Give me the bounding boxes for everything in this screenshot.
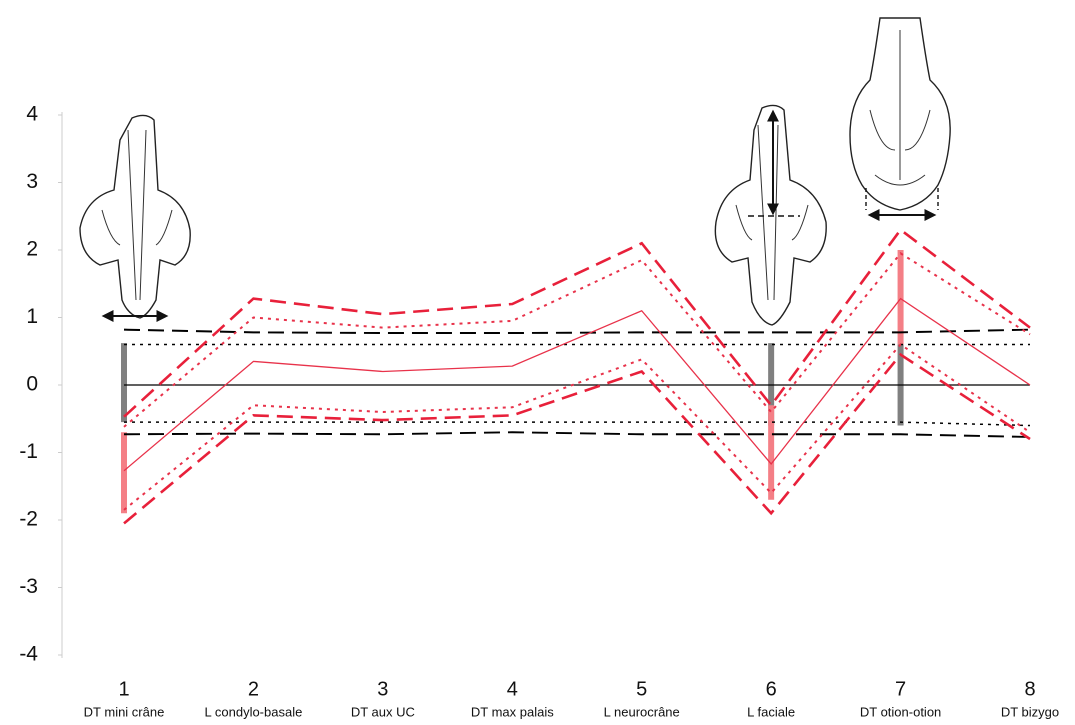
y-tick-label: 1 <box>26 305 38 328</box>
category-label: DT bizygo <box>1001 704 1059 719</box>
x-tick-label: 2 <box>248 678 259 700</box>
series-line <box>123 297 1031 472</box>
y-tick-label: -4 <box>19 643 38 666</box>
x-tick-label: 6 <box>766 678 777 700</box>
y-tick-label: 4 <box>26 103 38 126</box>
category-label: DT mini crâne <box>84 704 165 719</box>
category-label: L condylo-basale <box>205 704 303 719</box>
x-tick-label: 8 <box>1024 678 1035 700</box>
series-line <box>123 252 1031 428</box>
category-label: DT aux UC <box>351 704 415 719</box>
x-tick-label: 1 <box>118 678 129 700</box>
series-line <box>123 431 1031 438</box>
x-tick-label: 7 <box>895 678 906 700</box>
series-line <box>123 227 1031 418</box>
y-tick-label: -2 <box>19 508 38 531</box>
x-tick-label: 3 <box>377 678 388 700</box>
category-label: DT max palais <box>471 704 554 719</box>
series-line <box>123 343 1031 511</box>
category-label: DT otion-otion <box>860 704 941 719</box>
y-tick-label: -3 <box>19 575 38 598</box>
series-line <box>124 421 1031 427</box>
y-tick-label: -1 <box>19 440 38 463</box>
y-tick-label: 2 <box>26 238 38 261</box>
x-tick-label: 4 <box>507 678 518 700</box>
skull-illustrations <box>79 17 951 326</box>
category-label: L neurocrâne <box>604 704 680 719</box>
series-line <box>123 352 1031 525</box>
category-label: L faciale <box>747 704 795 719</box>
x-tick-label: 5 <box>636 678 647 700</box>
series-line <box>123 328 1031 334</box>
y-tick-label: 0 <box>26 373 38 396</box>
y-tick-label: 3 <box>26 170 38 193</box>
